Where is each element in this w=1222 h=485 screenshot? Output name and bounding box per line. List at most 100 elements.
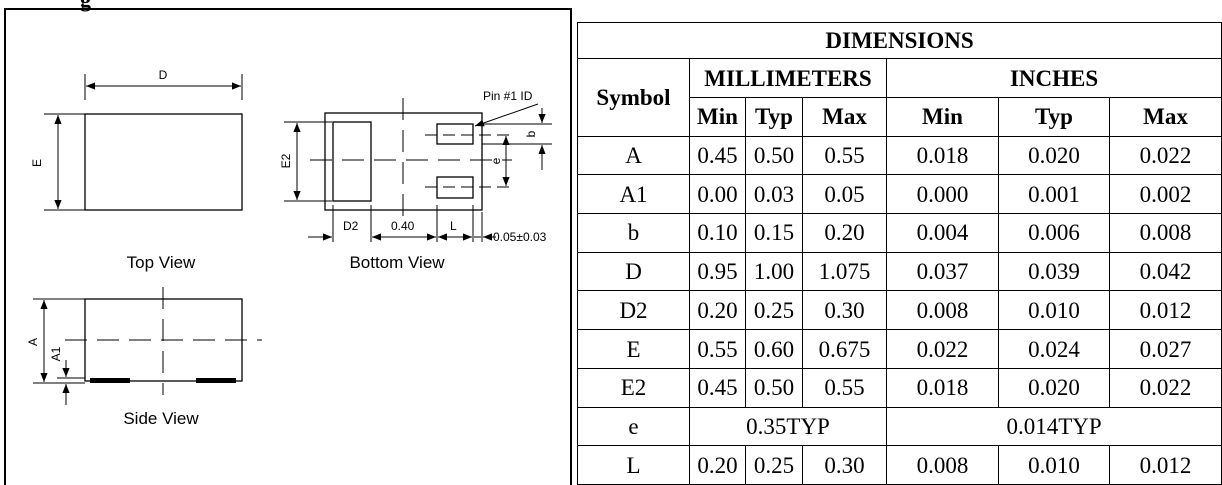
side-view-pad-right xyxy=(196,378,236,383)
value-cell: 0.006 xyxy=(998,213,1110,253)
symbol-cell: L xyxy=(577,445,690,485)
side-view-pad-left xyxy=(90,378,130,383)
label-pin1-id: Pin #1 ID xyxy=(483,89,533,103)
symbol-cell: A1 xyxy=(577,174,690,215)
label-E: E xyxy=(30,159,44,167)
bottom-view-pad-D2 xyxy=(332,121,372,202)
value-cell: 0.20 xyxy=(689,445,746,485)
value-cell: 0.022 xyxy=(886,329,999,369)
value-cell: 0.60 xyxy=(745,329,803,369)
value-cell: 0.50 xyxy=(745,367,803,408)
value-cell: 0.45 xyxy=(689,367,746,408)
table-title: DIMENSIONS xyxy=(576,21,1222,60)
mm-typ-cell: 0.35TYP xyxy=(689,406,887,447)
table-row: b 0.10 0.15 0.20 0.004 0.006 0.008 xyxy=(577,213,1222,253)
value-cell: 0.027 xyxy=(1108,329,1222,369)
table-row: E2 0.45 0.50 0.55 0.018 0.020 0.022 xyxy=(577,367,1222,408)
value-cell: 0.00 xyxy=(689,174,746,215)
value-cell: 0.039 xyxy=(998,251,1110,292)
table-row: D2 0.20 0.25 0.30 0.008 0.010 0.012 xyxy=(577,290,1222,331)
value-cell: 0.042 xyxy=(1108,251,1222,292)
value-cell: 0.002 xyxy=(1108,174,1222,215)
symbol-cell: D xyxy=(577,251,690,292)
value-cell: 0.020 xyxy=(998,367,1110,408)
top-view-caption: Top View xyxy=(127,253,196,272)
value-cell: 0.020 xyxy=(998,135,1110,176)
millimeters-header: MILLIMETERS xyxy=(689,58,887,99)
symbol-cell: D2 xyxy=(577,290,690,331)
value-cell: 0.012 xyxy=(1108,445,1222,485)
frame-top-border xyxy=(4,8,570,10)
value-cell: 0.55 xyxy=(802,135,887,176)
package-outline-drawing: D E Top View E2 e b Pin #1 ID xyxy=(26,68,552,428)
value-cell: 0.008 xyxy=(886,445,999,485)
bottom-view-caption: Bottom View xyxy=(349,253,445,272)
side-view: A A1 Side View xyxy=(26,287,262,428)
value-cell: 0.45 xyxy=(689,135,746,176)
inches-header: INCHES xyxy=(885,58,1222,99)
value-cell: 0.15 xyxy=(745,213,803,253)
value-cell: 1.075 xyxy=(802,251,887,292)
sub-header: Typ xyxy=(998,97,1110,137)
table-row: A1 0.00 0.03 0.05 0.000 0.001 0.002 xyxy=(577,174,1222,215)
value-cell: 0.008 xyxy=(886,290,999,331)
value-cell: 0.018 xyxy=(886,367,999,408)
value-cell: 0.010 xyxy=(998,445,1110,485)
bottom-view: E2 e b Pin #1 ID D2 0.40 L 0.05±0.03 Bot… xyxy=(279,89,552,272)
value-cell: 0.001 xyxy=(998,174,1110,215)
label-D2: D2 xyxy=(343,219,359,233)
value-cell: 0.018 xyxy=(886,135,999,176)
label-pitch: 0.40 xyxy=(391,219,415,233)
in-typ-cell: 0.014TYP xyxy=(885,406,1222,447)
sub-header: Min xyxy=(886,97,999,137)
sub-header: Max xyxy=(1108,97,1222,137)
value-cell: 0.95 xyxy=(689,251,746,292)
sub-header: Typ xyxy=(745,97,803,137)
value-cell: 0.05 xyxy=(802,174,887,215)
value-cell: 0.004 xyxy=(886,213,999,253)
pin1-leader xyxy=(474,103,539,127)
symbol-header: Symbol xyxy=(577,58,690,137)
side-view-caption: Side View xyxy=(123,409,199,428)
table-row: E 0.55 0.60 0.675 0.022 0.024 0.027 xyxy=(577,329,1222,369)
label-A1: A1 xyxy=(49,346,63,361)
label-E2: E2 xyxy=(279,153,293,168)
symbol-cell: E xyxy=(577,329,690,369)
value-cell: 0.30 xyxy=(802,445,887,485)
top-view-body xyxy=(84,113,243,211)
value-cell: 1.00 xyxy=(745,251,803,292)
value-cell: 0.55 xyxy=(689,329,746,369)
value-cell: 0.50 xyxy=(745,135,803,176)
value-cell: 0.000 xyxy=(886,174,999,215)
value-cell: 0.25 xyxy=(745,290,803,331)
value-cell: 0.037 xyxy=(886,251,999,292)
label-D: D xyxy=(159,68,168,82)
value-cell: 0.55 xyxy=(802,367,887,408)
table-row: L 0.20 0.25 0.30 0.008 0.010 0.012 xyxy=(577,445,1222,485)
label-A: A xyxy=(26,338,40,346)
value-cell: 0.20 xyxy=(689,290,746,331)
sub-header: Max xyxy=(802,97,887,137)
value-cell: 0.024 xyxy=(998,329,1110,369)
value-cell: 0.008 xyxy=(1108,213,1222,253)
label-e: e xyxy=(489,157,503,164)
value-cell: 0.20 xyxy=(802,213,887,253)
symbol-cell: A xyxy=(577,135,690,176)
symbol-cell: E2 xyxy=(577,367,690,408)
sub-header: Min xyxy=(689,97,746,137)
table-row: D 0.95 1.00 1.075 0.037 0.039 0.042 xyxy=(577,251,1222,292)
value-cell: 0.03 xyxy=(745,174,803,215)
value-cell: 0.010 xyxy=(998,290,1110,331)
value-cell: 0.25 xyxy=(745,445,803,485)
label-offset: 0.05±0.03 xyxy=(493,230,547,244)
value-cell: 0.30 xyxy=(802,290,887,331)
value-cell: 0.012 xyxy=(1108,290,1222,331)
top-view: D E Top View xyxy=(30,68,243,272)
value-cell: 0.675 xyxy=(802,329,887,369)
symbol-cell: e xyxy=(577,406,690,447)
section-heading-fragment: g xyxy=(80,0,92,13)
dimensions-table: DIMENSIONS Symbol MILLIMETERS INCHES Min… xyxy=(576,21,1222,485)
frame-divider xyxy=(570,8,572,485)
label-L: L xyxy=(450,219,457,233)
symbol-cell: b xyxy=(577,213,690,253)
